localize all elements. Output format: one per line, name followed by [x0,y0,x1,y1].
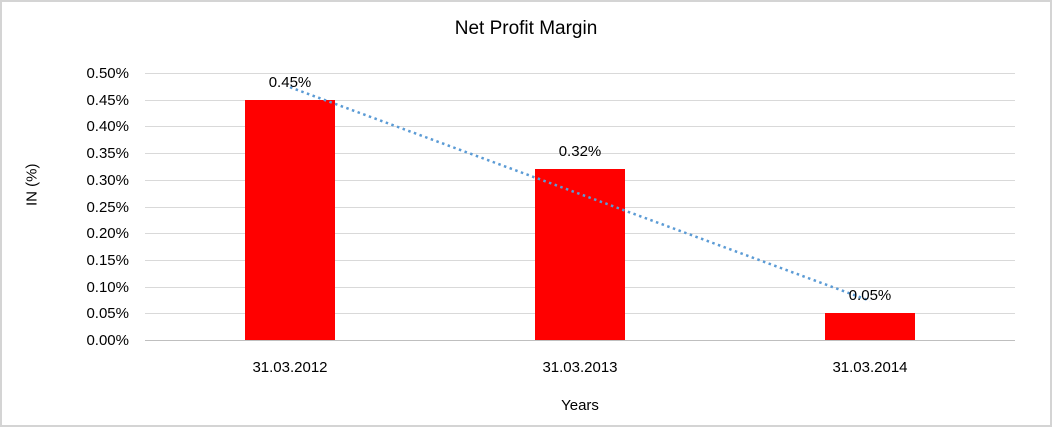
y-tick-label: 0.30% [86,172,129,189]
trendline-layer [289,86,871,303]
bar-31.03.2013 [535,169,625,340]
x-category-label: 31.03.2014 [832,359,908,376]
gridline [145,73,1015,74]
y-tick-label: 0.35% [86,145,129,162]
trendline [289,86,871,303]
bar-31.03.2012 [245,100,335,340]
y-tick-label: 0.50% [86,65,129,82]
bar-31.03.2014 [825,313,915,340]
gridline [145,126,1015,127]
x-category-label: 31.03.2012 [252,359,328,376]
gridline [145,153,1015,154]
y-tick-label: 0.40% [86,118,129,135]
y-tick-label: 0.15% [86,252,129,269]
gridline [145,100,1015,101]
x-category-label: 31.03.2013 [542,359,618,376]
plot-area: 0.00% 0.05% 0.10% 0.15% 0.20% 0.25% 0.30% 0.35%… [86,65,1015,376]
y-tick-label: 0.00% [86,332,129,349]
data-label: 0.05% [848,287,892,304]
chart-title: Net Profit Margin [454,18,598,39]
x-axis-title: Years [561,397,599,414]
y-tick-label: 0.05% [86,305,129,322]
y-axis-title-text: IN (%) [23,163,41,207]
y-tick-label: 0.25% [86,199,129,216]
data-label: 0.32% [558,143,602,160]
data-label: 0.45% [268,74,312,91]
x-axis-line [145,340,1015,341]
y-tick-label: 0.10% [86,279,129,296]
y-tick-label: 0.45% [86,92,129,109]
y-tick-label: 0.20% [86,225,129,242]
